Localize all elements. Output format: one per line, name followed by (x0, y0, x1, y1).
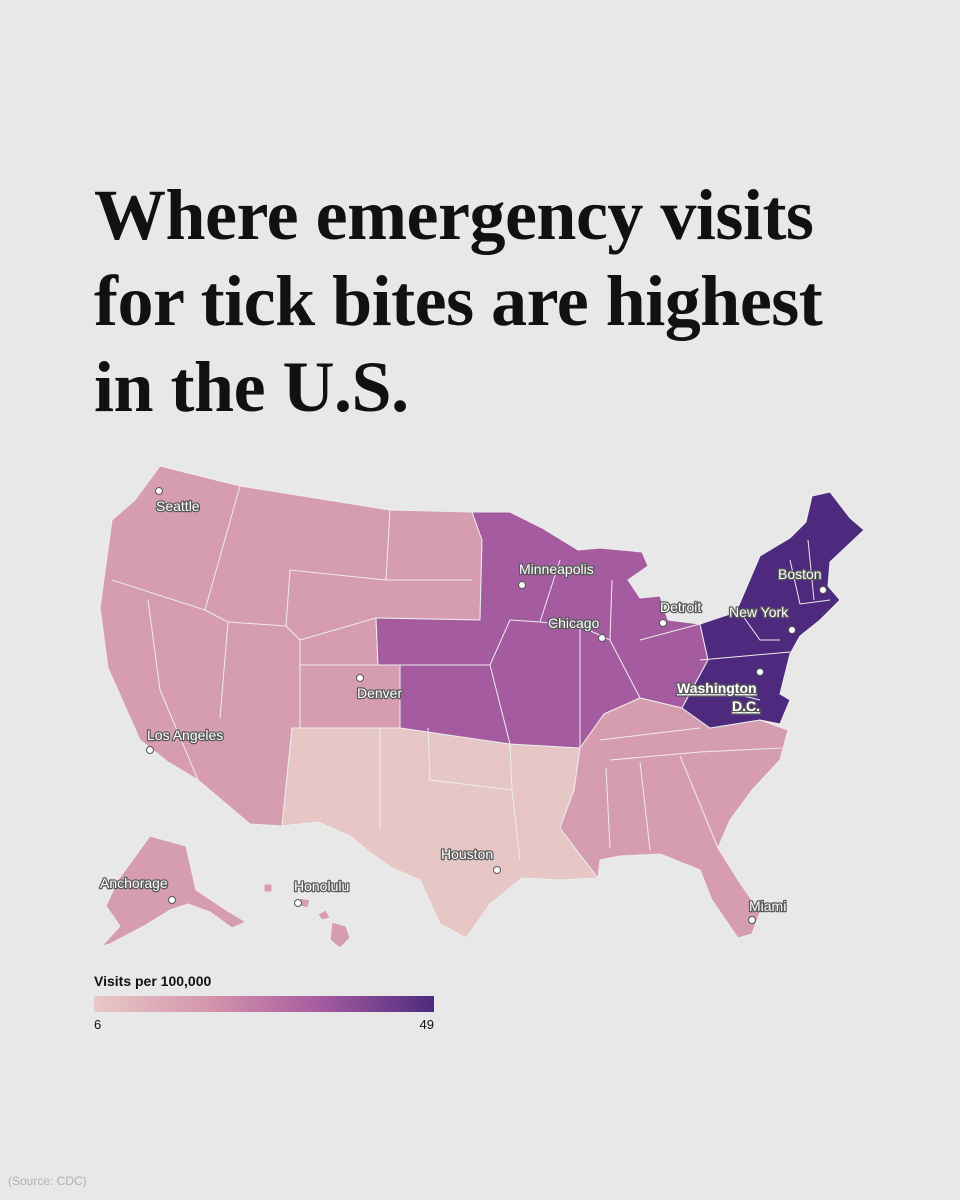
los-angeles-label: Los Angeles (147, 727, 223, 743)
hawaii-island-maui (317, 909, 331, 921)
legend-title: Visits per 100,000 (94, 973, 212, 989)
miami-marker (748, 916, 756, 924)
detroit-marker (659, 619, 667, 627)
washington-label-line-1: Washington (677, 680, 757, 696)
denver-label: Denver (357, 685, 402, 701)
title-line-3: in the U.S. (94, 347, 409, 427)
title-line-1: Where emergency visits (94, 175, 814, 255)
source-note: (Source: CDC) (8, 1174, 87, 1188)
new-york-label: New York (729, 604, 789, 620)
houston-marker (493, 866, 501, 874)
chicago-marker (598, 634, 606, 642)
minneapolis-marker (518, 581, 526, 589)
minneapolis-label: Minneapolis (519, 561, 594, 577)
honolulu-label: Honolulu (294, 878, 349, 894)
legend-min-value: 6 (94, 1017, 102, 1032)
region-southeast (559, 697, 789, 939)
seattle-marker (155, 487, 163, 495)
miami-label: Miami (749, 898, 786, 914)
region-northeast (681, 491, 865, 729)
washington-label-line-2: D.C. (732, 698, 760, 714)
seattle-label: Seattle (156, 498, 200, 514)
state-borders (111, 485, 831, 861)
boston-label: Boston (778, 566, 822, 582)
detroit-label: Detroit (660, 599, 701, 615)
new-york-marker (788, 626, 796, 634)
city-markers (146, 487, 827, 924)
anchorage-marker (168, 896, 176, 904)
los-angeles-marker (146, 746, 154, 754)
hawaii-island-kauai (263, 883, 273, 893)
state-hawaii (329, 921, 351, 949)
us-choropleth-map: Seattle Minneapolis Boston Detroit Chica… (99, 465, 865, 949)
region-south-central (281, 727, 599, 939)
boston-marker (819, 586, 827, 594)
legend-max-value: 49 (419, 1017, 434, 1032)
houston-label: Houston (441, 846, 493, 862)
title-line-2: for tick bites are highest (94, 261, 823, 341)
legend-gradient-bar (94, 996, 434, 1012)
anchorage-label: Anchorage (100, 875, 168, 891)
washington-marker (756, 668, 764, 676)
page-title: Where emergency visits for tick bites ar… (94, 172, 894, 430)
denver-marker (356, 674, 364, 682)
chicago-label: Chicago (548, 615, 600, 631)
state-alaska (101, 835, 247, 947)
honolulu-marker (294, 899, 302, 907)
city-labels: Seattle Minneapolis Boston Detroit Chica… (99, 497, 823, 916)
